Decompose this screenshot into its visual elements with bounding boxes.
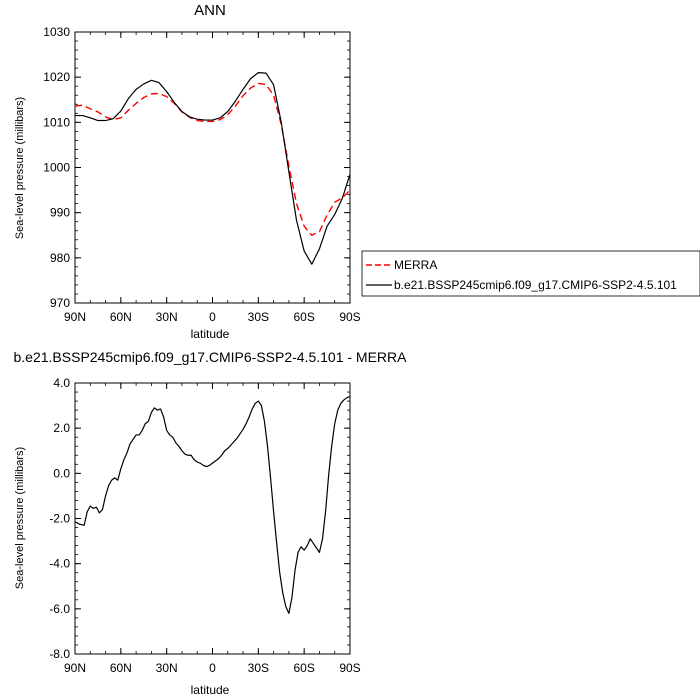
top-y-tick-label: 970 — [50, 296, 70, 310]
top-y-tick-label: 990 — [50, 206, 70, 220]
top-y-axis-label: Sea-level pressure (millibars) — [14, 97, 26, 239]
top-x-tick-label: 60N — [110, 310, 132, 324]
top-y-tick-label: 1000 — [43, 161, 70, 175]
bottom-plot-area: 90N 60N 30N 0 30S 60S 90S -8.0 -6.0 -4.0 -2.0 0.0 2.… — [49, 376, 360, 675]
bottom-x-tick-label: 90N — [64, 661, 86, 675]
top-x-tick-label: 30S — [248, 310, 269, 324]
legend-box — [361, 250, 700, 297]
bottom-x-tick-label: 60N — [110, 661, 132, 675]
top-plot-area: 90N 60N 30N 0 30S 60S 90S 970 980 990 1000 1010 1020… — [43, 25, 360, 324]
top-x-tick-label: 0 — [209, 310, 216, 324]
legend-label-model: b.e21.BSSP245cmip6.f09_g17.CMIP6-SSP2-4.… — [394, 278, 677, 292]
bottom-y-tick-label: -6.0 — [49, 602, 70, 616]
bottom-x-tick-label: 30N — [156, 661, 178, 675]
top-y-tick-label: 980 — [50, 251, 70, 265]
bottom-y-tick-label: 4.0 — [53, 376, 70, 390]
bottom-y-tick-label: -4.0 — [49, 557, 70, 571]
top-x-tick-label: 90N — [64, 310, 86, 324]
bottom-x-tick-label: 60S — [293, 661, 314, 675]
top-plot-frame — [74, 31, 351, 304]
bottom-y-tick-label: -2.0 — [49, 512, 70, 526]
bottom-y-tick-label: 0.0 — [53, 466, 70, 480]
bottom-y-tick-label: -8.0 — [49, 647, 70, 661]
top-x-axis-label: latitude — [191, 327, 230, 341]
bottom-x-tick-label: 90S — [339, 661, 360, 675]
bottom-difference-line — [74, 395, 351, 614]
top-y-tick-label: 1030 — [43, 25, 70, 39]
top-panel: ANN 90N 60N 30N 0 30S 60S 90S 970 980 990 1000 1010… — [14, 2, 361, 341]
top-x-tick-label: 90S — [339, 310, 360, 324]
bottom-y-tick-label: 2.0 — [53, 421, 70, 435]
top-y-tick-label: 1010 — [43, 115, 70, 129]
bottom-panel: b.e21.BSSP245cmip6.f09_g17.CMIP6-SSP2-4.… — [14, 349, 408, 697]
bottom-x-tick-label: 30S — [248, 661, 269, 675]
bottom-x-axis-label: latitude — [191, 683, 230, 697]
bottom-x-tick-label: 0 — [209, 661, 216, 675]
bottom-chart-title: b.e21.BSSP245cmip6.f09_g17.CMIP6-SSP2-4.… — [14, 349, 408, 365]
top-x-tick-label: 60S — [293, 310, 314, 324]
top-series-merra-line — [74, 82, 351, 236]
top-series-model-line — [75, 72, 351, 265]
top-chart-title: ANN — [194, 2, 226, 19]
bottom-y-axis-label: Sea-level pressure (millibars) — [14, 447, 26, 589]
top-x-tick-label: 30N — [156, 310, 178, 324]
legend-label-merra: MERRA — [394, 258, 437, 272]
top-y-tick-label: 1020 — [43, 70, 70, 84]
bottom-plot-frame — [74, 382, 351, 655]
legend: MERRA b.e21.BSSP245cmip6.f09_g17.CMIP6-S… — [361, 250, 700, 297]
